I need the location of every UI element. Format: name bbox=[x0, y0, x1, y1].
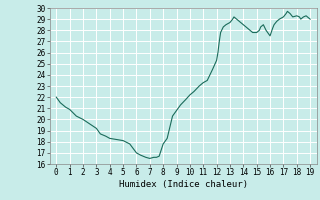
X-axis label: Humidex (Indice chaleur): Humidex (Indice chaleur) bbox=[119, 180, 248, 189]
